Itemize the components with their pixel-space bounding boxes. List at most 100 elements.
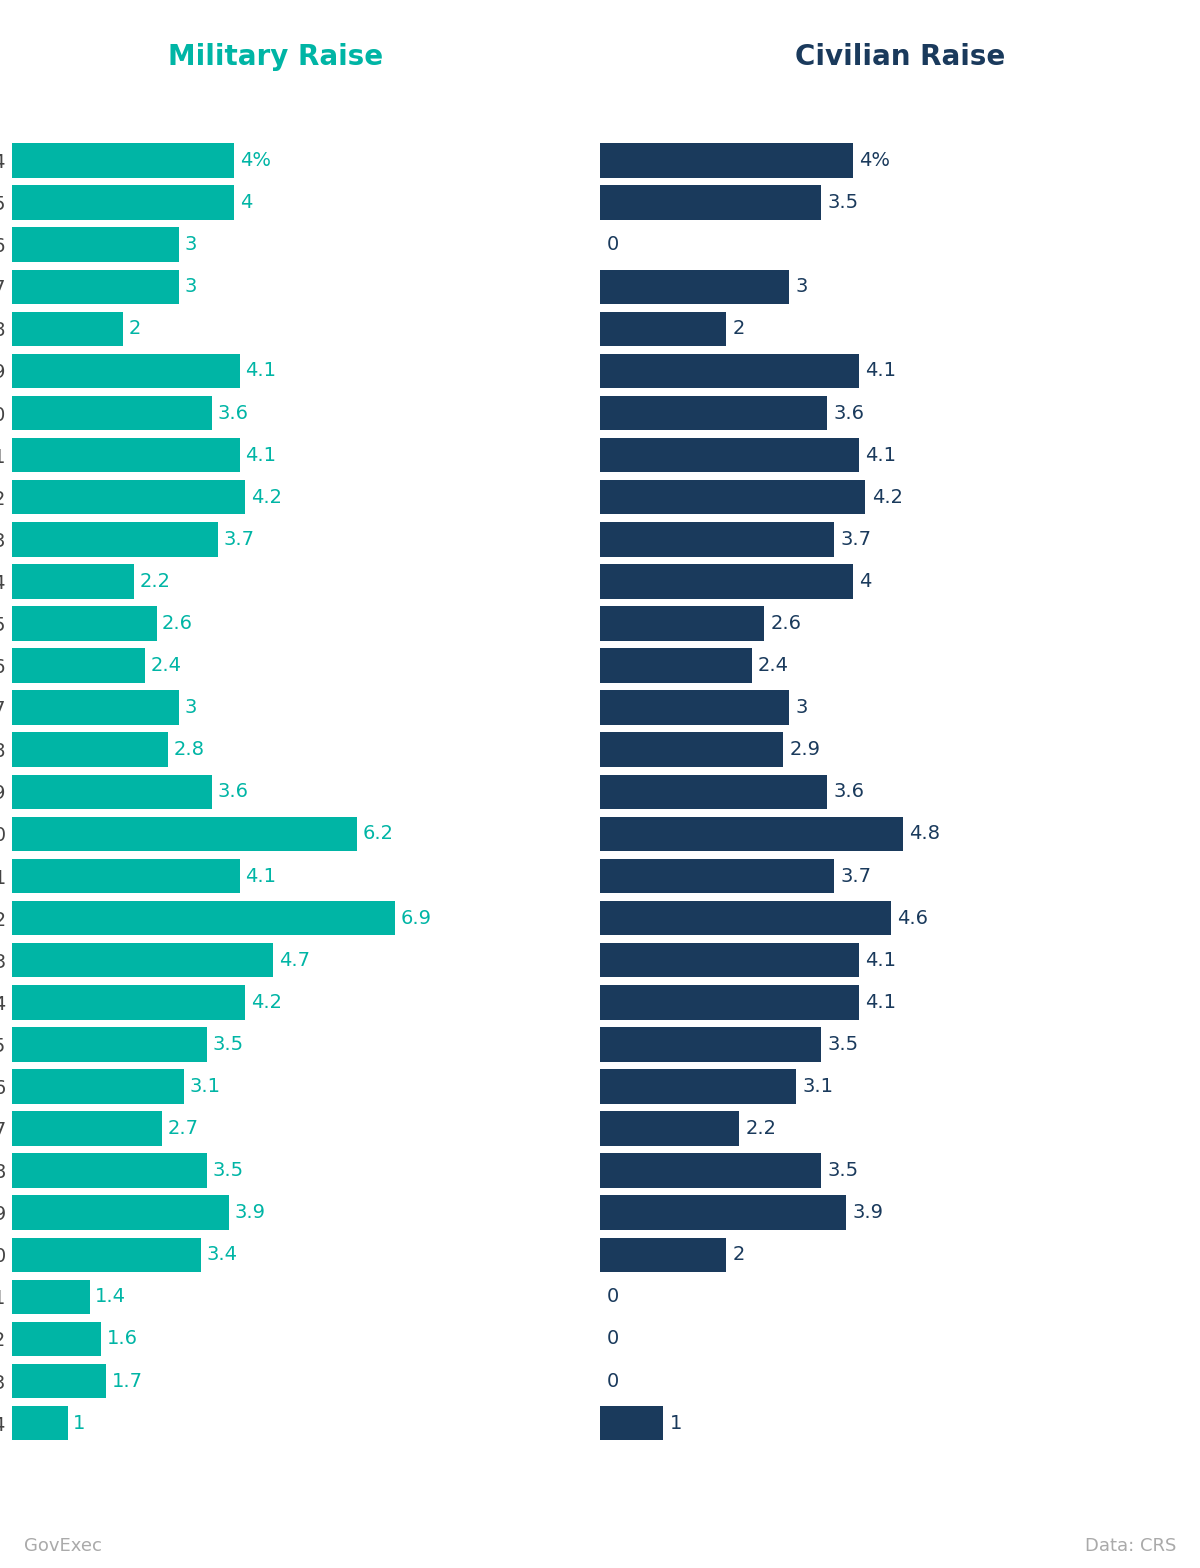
Bar — [12, 902, 396, 936]
Text: 2.9: 2.9 — [790, 740, 821, 759]
Text: 0: 0 — [606, 1330, 618, 1348]
Bar — [600, 775, 827, 809]
Bar — [12, 270, 179, 304]
Text: 3: 3 — [796, 278, 808, 296]
Bar — [12, 607, 156, 641]
Text: 3.7: 3.7 — [840, 530, 871, 549]
Text: 3.5: 3.5 — [827, 1035, 858, 1054]
Text: 4.2: 4.2 — [871, 488, 902, 506]
Text: 0: 0 — [606, 235, 618, 254]
Text: 2.4: 2.4 — [758, 655, 788, 676]
Bar — [600, 480, 865, 514]
Text: 2.8: 2.8 — [173, 740, 204, 759]
Text: 3.7: 3.7 — [223, 530, 254, 549]
Text: 4.1: 4.1 — [865, 445, 896, 464]
Bar — [12, 522, 217, 557]
Bar — [600, 185, 821, 220]
Bar — [600, 395, 827, 430]
Bar — [12, 395, 212, 430]
Bar — [12, 1112, 162, 1146]
Bar — [12, 1069, 185, 1104]
Bar — [600, 859, 834, 894]
Text: 3.9: 3.9 — [853, 1203, 883, 1221]
Text: 4.2: 4.2 — [251, 488, 282, 506]
Bar — [600, 902, 890, 936]
Text: 2.4: 2.4 — [151, 655, 182, 676]
Text: 1: 1 — [670, 1414, 682, 1433]
Text: 3.5: 3.5 — [212, 1162, 244, 1181]
Bar — [600, 312, 726, 347]
Text: GovExec: GovExec — [24, 1538, 102, 1555]
Text: 1.7: 1.7 — [112, 1372, 143, 1391]
Text: 3.7: 3.7 — [840, 867, 871, 886]
Bar — [600, 817, 904, 851]
Text: 3.6: 3.6 — [834, 782, 865, 801]
Bar — [600, 270, 790, 304]
Bar — [600, 942, 859, 977]
Bar — [600, 732, 784, 767]
Text: Data: CRS: Data: CRS — [1085, 1538, 1176, 1555]
Text: 4%: 4% — [240, 151, 271, 169]
Text: 4.1: 4.1 — [865, 950, 896, 969]
Text: 2.2: 2.2 — [140, 572, 170, 591]
Text: 3.5: 3.5 — [212, 1035, 244, 1054]
Text: 3.1: 3.1 — [190, 1077, 221, 1096]
Bar — [600, 437, 859, 472]
Bar — [600, 1069, 796, 1104]
Text: 3.1: 3.1 — [802, 1077, 833, 1096]
Bar — [600, 143, 853, 177]
Bar — [12, 1154, 206, 1189]
Bar — [600, 1406, 664, 1441]
Bar — [600, 564, 853, 599]
Bar — [12, 985, 246, 1019]
Text: 3: 3 — [796, 698, 808, 717]
Text: 4: 4 — [859, 572, 871, 591]
Bar — [600, 648, 751, 682]
Bar — [12, 437, 240, 472]
Text: 3: 3 — [185, 235, 197, 254]
Text: 4.8: 4.8 — [910, 825, 941, 844]
Bar — [600, 522, 834, 557]
Text: 3: 3 — [185, 278, 197, 296]
Text: 4: 4 — [240, 193, 252, 212]
Text: 2: 2 — [733, 320, 745, 339]
Bar — [12, 1406, 67, 1441]
Bar — [12, 817, 356, 851]
Text: 4.6: 4.6 — [896, 908, 928, 928]
Text: 3.6: 3.6 — [834, 403, 865, 422]
Text: 1.4: 1.4 — [95, 1287, 126, 1306]
Bar — [12, 354, 240, 389]
Text: 1: 1 — [73, 1414, 85, 1433]
Text: 1.6: 1.6 — [107, 1330, 138, 1348]
Text: 4.1: 4.1 — [246, 445, 276, 464]
Bar — [12, 690, 179, 724]
Bar — [12, 185, 234, 220]
Text: 2.2: 2.2 — [745, 1120, 776, 1138]
Bar — [600, 985, 859, 1019]
Bar — [600, 1027, 821, 1062]
Bar — [12, 1027, 206, 1062]
Bar — [600, 1112, 739, 1146]
Text: 2.7: 2.7 — [168, 1120, 199, 1138]
Title: Civilian Raise: Civilian Raise — [794, 42, 1006, 71]
Text: 4.1: 4.1 — [865, 993, 896, 1011]
Title: Military Raise: Military Raise — [168, 42, 384, 71]
Bar — [12, 1322, 101, 1356]
Bar — [12, 859, 240, 894]
Text: 3.5: 3.5 — [827, 193, 858, 212]
Text: 3.9: 3.9 — [234, 1203, 265, 1221]
Text: 2: 2 — [733, 1245, 745, 1264]
Text: 4.1: 4.1 — [246, 362, 276, 381]
Bar — [12, 312, 124, 347]
Bar — [12, 1364, 107, 1399]
Bar — [12, 480, 246, 514]
Bar — [12, 732, 168, 767]
Text: 2.6: 2.6 — [770, 615, 802, 633]
Bar — [12, 1279, 90, 1314]
Bar — [600, 1154, 821, 1189]
Bar — [12, 648, 145, 682]
Text: 3.6: 3.6 — [217, 403, 248, 422]
Bar — [600, 354, 859, 389]
Text: 4.1: 4.1 — [865, 362, 896, 381]
Text: 3.4: 3.4 — [206, 1245, 238, 1264]
